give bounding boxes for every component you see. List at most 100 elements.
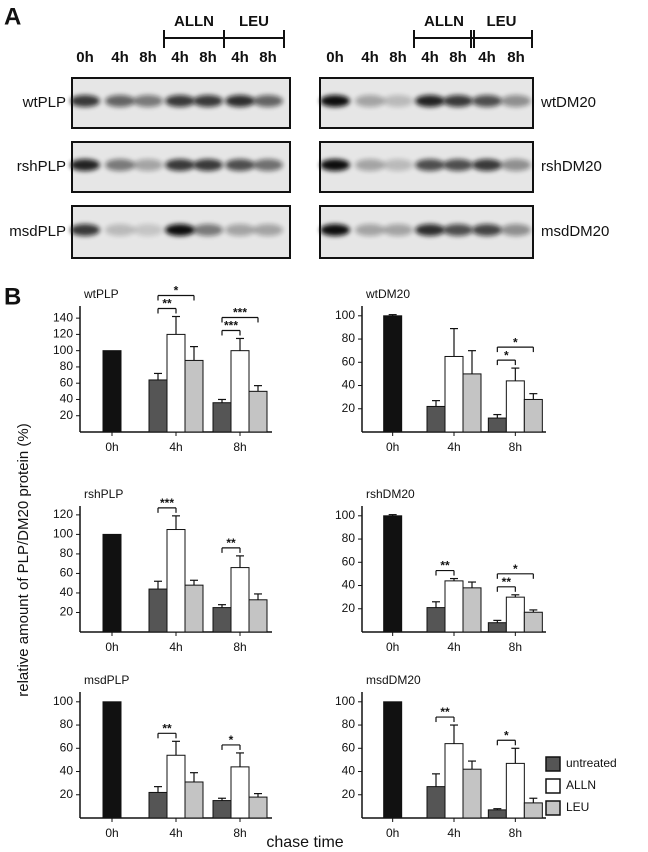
sig-label: * (513, 335, 518, 349)
x-tick-label: 8h (509, 640, 522, 654)
bar (248, 599, 268, 633)
legend-swatch (545, 756, 561, 772)
bar (248, 390, 268, 433)
lane-label: 8h (139, 49, 157, 66)
panel-label: A (4, 3, 21, 30)
blot-band (225, 95, 255, 107)
bar (523, 398, 543, 433)
blot-band (105, 159, 135, 171)
sig-label: *** (160, 496, 174, 510)
legend-swatch (545, 800, 561, 816)
blot-band (415, 159, 445, 171)
legend-label: LEU (566, 800, 589, 814)
sig-label: ** (440, 559, 450, 573)
x-tick-label: 4h (447, 826, 460, 840)
lane-label: 4h (231, 49, 249, 66)
y-tick-label: 100 (335, 508, 355, 522)
blot-band (165, 224, 195, 236)
blot-band (193, 224, 223, 236)
x-tick-label: 8h (233, 440, 246, 454)
sig-label: * (174, 284, 179, 298)
bar (230, 766, 250, 819)
bar (212, 800, 232, 819)
y-tick-label: 60 (60, 566, 74, 580)
lane-label: 4h (111, 49, 129, 66)
bar (102, 701, 122, 819)
bar (184, 781, 204, 819)
y-tick-label: 100 (335, 694, 355, 708)
x-tick-label: 0h (386, 440, 399, 454)
x-tick-label: 4h (169, 640, 182, 654)
blot-band (501, 95, 531, 107)
blot-band (472, 224, 502, 236)
sig-label: * (504, 348, 509, 362)
blot-label: rshDM20 (541, 158, 602, 175)
blot-label: msdDM20 (541, 223, 609, 240)
blot-band (225, 224, 255, 236)
x-tick-label: 0h (386, 826, 399, 840)
bar (383, 315, 403, 433)
bar (487, 622, 507, 633)
blot-band (443, 159, 473, 171)
lane-label: 4h (478, 49, 496, 66)
legend-swatch (545, 778, 561, 794)
bar (505, 762, 525, 819)
blot-band (193, 95, 223, 107)
bar (184, 359, 204, 433)
bar (444, 355, 464, 433)
bar (426, 786, 446, 819)
bar (426, 607, 446, 633)
y-tick-label: 40 (60, 392, 74, 406)
blot-band (320, 224, 350, 236)
y-tick-label: 100 (53, 343, 73, 357)
blot-band (105, 95, 135, 107)
blot-band (443, 95, 473, 107)
x-axis-label: chase time (266, 834, 343, 851)
y-tick-label: 140 (53, 310, 73, 324)
blot-band (501, 224, 531, 236)
group-label: ALLN (424, 13, 464, 30)
blot-band (70, 95, 100, 107)
blot-label: wtDM20 (540, 94, 596, 111)
bar (148, 379, 168, 433)
y-tick-label: 80 (60, 546, 74, 560)
bar (102, 350, 122, 433)
sig-label: ** (162, 297, 172, 311)
y-tick-label: 60 (342, 554, 356, 568)
bar (505, 380, 525, 433)
y-tick-label: 100 (335, 308, 355, 322)
y-axis-label: relative amount of PLP/DM20 protein (%) (15, 423, 32, 696)
lane-label: 4h (421, 49, 439, 66)
bar (444, 743, 464, 819)
blot-band (415, 224, 445, 236)
bar (487, 417, 507, 433)
y-tick-label: 40 (60, 764, 74, 778)
blot-band (133, 224, 163, 236)
lane-label: 8h (199, 49, 217, 66)
bar (166, 529, 186, 633)
bar (523, 802, 543, 819)
sig-label: ** (162, 721, 172, 735)
blot-band (355, 95, 385, 107)
blot-band (253, 95, 283, 107)
bar (383, 701, 403, 819)
sig-label: * (229, 733, 234, 747)
chart-title: wtPLP (83, 287, 119, 301)
y-tick-label: 120 (53, 507, 73, 521)
y-tick-label: 40 (60, 585, 74, 599)
y-tick-label: 120 (53, 327, 73, 341)
bar (248, 796, 268, 819)
blot-label: rshPLP (17, 158, 66, 175)
x-tick-label: 8h (233, 640, 246, 654)
blot-band (472, 159, 502, 171)
lane-label: 8h (259, 49, 277, 66)
lane-label: 8h (389, 49, 407, 66)
panel-label: B (4, 283, 21, 310)
y-tick-label: 80 (60, 359, 74, 373)
blot-band (415, 95, 445, 107)
chart-title: rshPLP (84, 487, 123, 501)
x-tick-label: 4h (447, 640, 460, 654)
sig-label: ** (226, 536, 236, 550)
blot-band (133, 95, 163, 107)
